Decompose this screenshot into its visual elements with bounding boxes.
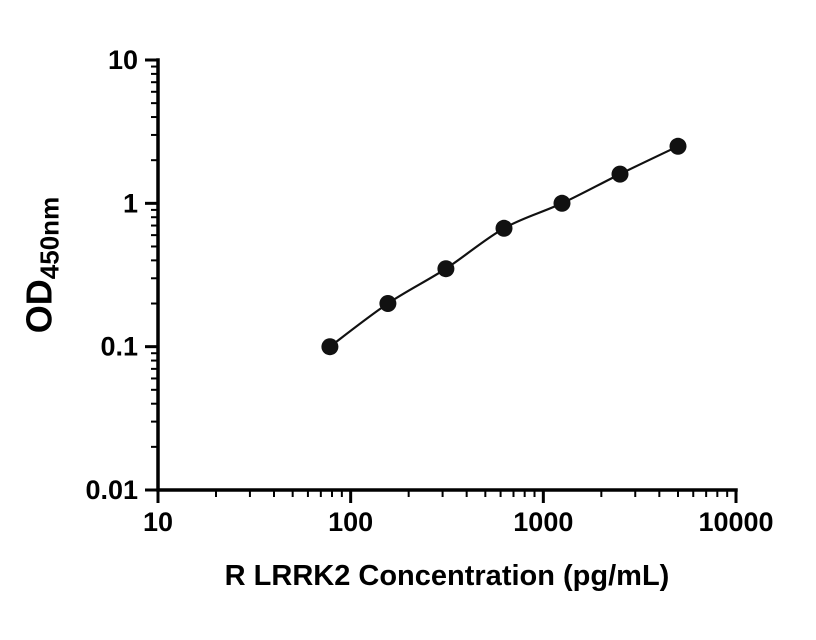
x-tick-label: 10000 [698,507,773,537]
y-tick-label: 1 [123,188,138,218]
y-axis-title: OD450nm [19,197,66,333]
x-tick-label: 10 [143,507,173,537]
y-tick-label: 10 [108,45,138,75]
data-point-marker [437,260,455,278]
data-point-marker [379,295,397,312]
y-axis-title-sub: 450nm [34,196,65,280]
y-axis-title-main: OD [18,279,60,334]
x-tick-label: 100 [328,507,373,537]
data-point-marker [553,194,571,212]
x-axis-title: R LRRK2 Concentration (pg/mL) [224,560,670,592]
data-point-marker [669,137,687,155]
y-tick-label: 0.01 [85,475,138,505]
x-tick-label: 1000 [513,507,573,537]
y-tick-label: 0.1 [100,332,138,362]
data-point-marker [495,219,513,237]
data-point-marker [321,338,339,356]
data-point-marker [611,165,629,183]
